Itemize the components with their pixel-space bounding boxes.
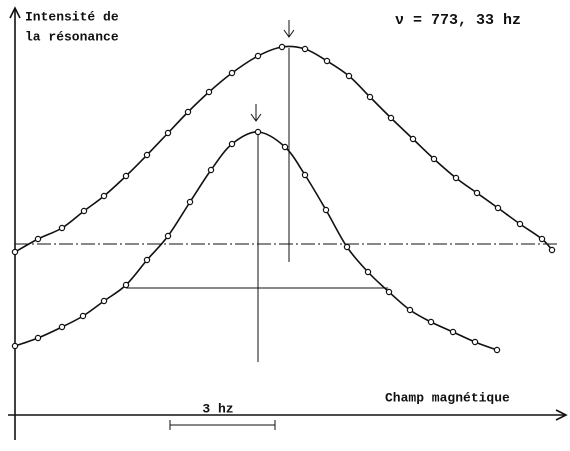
data-point [449,328,457,336]
data-point [228,140,236,148]
data-point [228,69,236,77]
data-point [364,268,372,276]
data-point [122,281,130,289]
data-point [406,306,414,314]
data-point [385,288,393,296]
data-point [473,189,481,197]
data-point [494,204,502,212]
data-point [301,171,309,179]
x-axis-arrow [555,409,568,421]
data-point [58,323,66,331]
data-point [34,334,42,342]
scale-bar [169,420,276,430]
data-point [254,52,262,60]
data-point [409,135,417,143]
data-point [100,192,108,200]
curve [14,131,498,351]
data-point [516,220,524,228]
y-axis-label: Intensité de [25,9,119,24]
data-point [254,128,262,136]
data-point [427,318,435,326]
annotation: ν = 773, 33 hz [395,12,521,29]
data-point [11,342,19,350]
data-point [122,172,130,180]
data-point [207,166,215,174]
data-point [493,346,501,354]
data-point [143,151,151,159]
data-point [205,88,213,96]
x-axis-label: Champ magnétique [385,390,510,405]
peak-arrow [283,20,295,38]
data-point [301,45,309,53]
data-point [430,155,438,163]
data-point [345,72,353,80]
data-point [58,224,66,232]
data-point [79,312,87,320]
data-point [452,174,460,182]
scale-label: 3 hz [202,401,233,416]
data-point [548,246,556,254]
data-point [343,243,351,251]
peak-arrow [250,104,262,122]
data-point [143,256,151,264]
data-point [164,129,172,137]
data-point [387,114,395,122]
data-point [100,297,108,305]
data-point [11,248,19,256]
data-point [186,198,194,206]
data-point [471,338,479,346]
data-point [164,232,172,240]
data-point [184,108,192,116]
data-point [80,207,88,215]
data-point [323,57,331,65]
data-point [278,43,286,51]
y-axis-label: la résonance [25,29,119,44]
data-point [34,235,42,243]
data-point [538,235,546,243]
data-point [281,143,289,151]
y-axis-arrow [9,6,21,19]
data-point [322,206,330,214]
data-point [366,93,374,101]
